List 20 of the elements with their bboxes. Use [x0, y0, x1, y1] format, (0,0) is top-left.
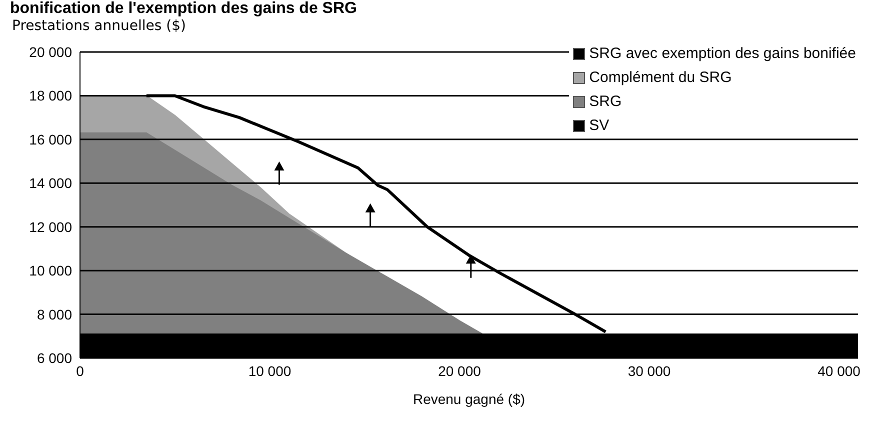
legend-label: SV: [589, 116, 610, 136]
y-tick-label: 18 000: [29, 88, 72, 104]
y-tick-label: 14 000: [29, 175, 72, 192]
y-tick-label: 6 000: [36, 350, 72, 366]
x-tick-label: 20 000: [438, 362, 482, 379]
y-axis-title: Prestations annuelles ($): [11, 18, 187, 36]
y-tick-label: 16 000: [29, 131, 72, 148]
chart-title: bonification de l'exemption des gains de SRG: [9, 0, 358, 18]
legend-label: SRG avec exemption des gains bonifiée: [589, 44, 856, 64]
y-tick-label: 10 000: [29, 262, 72, 279]
legend-label: Complément du SRG: [589, 68, 732, 88]
y-tick-label: 8 000: [36, 306, 72, 322]
y-tick-label: 20 000: [29, 44, 72, 60]
legend-label: SRG: [589, 92, 622, 112]
x-tick-label: 10 000: [248, 362, 292, 379]
y-tick-label: 12 000: [29, 218, 72, 235]
x-tick-label: 0: [76, 362, 84, 379]
x-axis-title: Revenu gagné ($): [412, 391, 526, 407]
x-tick-label: 40 000: [818, 362, 861, 379]
x-tick-label: 30 000: [628, 362, 671, 379]
